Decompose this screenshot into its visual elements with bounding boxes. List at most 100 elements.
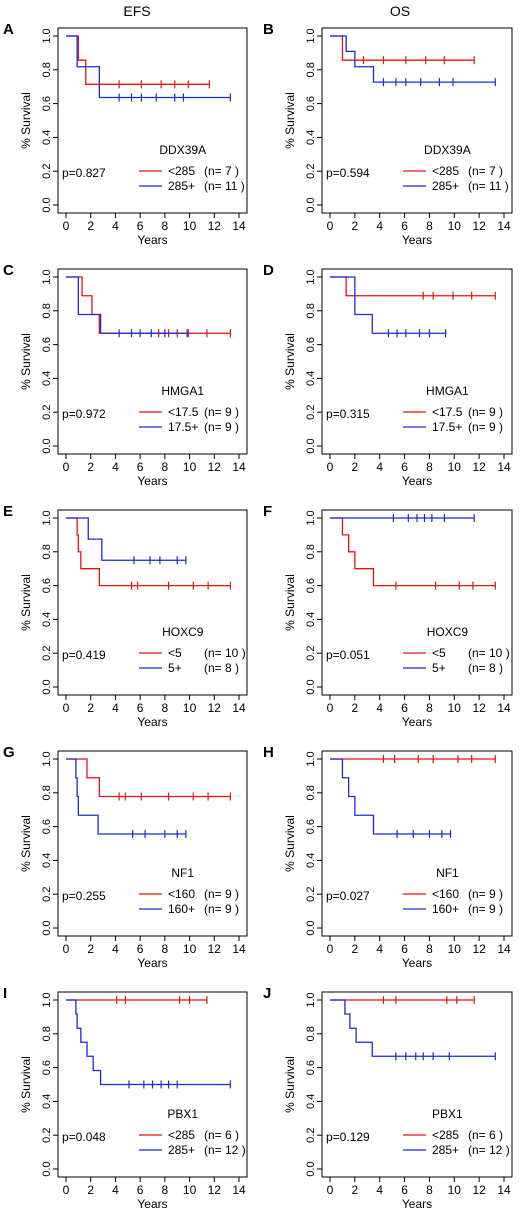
panel-b-legend-high-n: (n= 11 ) xyxy=(468,179,509,193)
panel-d-y-tick-label: 0.4 xyxy=(305,371,317,386)
panel-c-series-low-curve xyxy=(66,276,231,334)
panel-f: F 0 2 4 6 8 10 12 14 Years 0.0 0.2 0.4 0.6 0.8 1.0 % Sur… xyxy=(263,503,513,729)
panel-g-legend-low-name: <160 xyxy=(168,887,195,901)
panel-d-legend-low-n: (n= 9 ) xyxy=(468,405,503,419)
panel-a-gene-label: DDX39A xyxy=(159,143,206,157)
panel-i-y-tick-label: 0.4 xyxy=(41,1094,53,1109)
panel-b-series-low-curve xyxy=(330,35,475,61)
panel-g-letter: G xyxy=(3,744,15,761)
panel-h-x-tick-label: 0 xyxy=(327,942,334,956)
panel-h-y-axis-label: % Survival xyxy=(283,815,297,872)
panel-c-x-tick-label: 12 xyxy=(208,460,222,474)
panel-a-series-high-curve xyxy=(66,35,231,99)
panel-c-legend-high-name: 17.5+ xyxy=(168,420,198,434)
panel-g-legend-low-n: (n= 9 ) xyxy=(204,887,239,901)
panel-j-y-axis-label: % Survival xyxy=(283,1056,297,1113)
panel-a-letter: A xyxy=(3,21,14,38)
panel-c-x-tick-label: 14 xyxy=(232,460,246,474)
panel-j-gene-label: PBX1 xyxy=(432,1107,463,1121)
panel-d-x-tick-label: 10 xyxy=(448,460,462,474)
panel-h-legend-low-n: (n= 9 ) xyxy=(468,887,503,901)
panel-i-y-tick-label: 0.0 xyxy=(41,1161,53,1176)
panel-h-y-tick-label: 0.4 xyxy=(305,853,317,868)
panel-f-y-tick-label: 0.2 xyxy=(305,646,317,661)
panel-b-y-tick-label: 1.0 xyxy=(305,28,317,43)
panel-d-gene-label: HMGA1 xyxy=(426,384,469,398)
panel-j-series-high-curve xyxy=(330,999,496,1057)
panel-b-x-tick-label: 4 xyxy=(376,219,383,233)
panel-j-legend-low-name: <285 xyxy=(432,1128,459,1142)
panel-e-x-axis-label: Years xyxy=(137,715,167,729)
panel-g-legend-high-n: (n= 9 ) xyxy=(204,902,239,916)
panel-h-p-value: p=0.027 xyxy=(326,889,370,903)
panel-b-series-high-curve xyxy=(330,35,496,83)
panel-i-x-tick-label: 10 xyxy=(183,1183,197,1197)
panel-e-x-tick-label: 4 xyxy=(112,701,119,715)
panel-d-plot-frame xyxy=(321,268,513,455)
panel-j-y-tick-label: 0.0 xyxy=(305,1161,317,1176)
panel-b-x-tick-label: 6 xyxy=(401,219,408,233)
panel-b-x-tick-label: 8 xyxy=(426,219,433,233)
panel-j-y-tick-label: 0.2 xyxy=(305,1128,317,1143)
panel-b-legend-low-name: <285 xyxy=(432,164,459,178)
panel-f-y-axis-label: % Survival xyxy=(283,574,297,631)
panel-j-legend-low-n: (n= 6 ) xyxy=(468,1128,503,1142)
panel-g-y-tick-label: 1.0 xyxy=(41,751,53,766)
panel-h-y-tick-label: 0.2 xyxy=(305,887,317,902)
panel-e: E 0 2 4 6 8 10 12 14 Years 0.0 0.2 0.4 0.6 0.8 1.0 % Sur… xyxy=(3,503,248,729)
panel-h-x-tick-label: 10 xyxy=(448,942,462,956)
panel-g-x-tick-label: 0 xyxy=(63,942,70,956)
column-title-efs: EFS xyxy=(123,3,150,19)
panel-g-x-tick-label: 6 xyxy=(137,942,144,956)
panel-d-legend-high-n: (n= 9 ) xyxy=(468,420,503,434)
panel-e-x-tick-label: 14 xyxy=(232,701,246,715)
panel-g-x-tick-label: 12 xyxy=(208,942,222,956)
panel-i-p-value: p=0.048 xyxy=(62,1130,106,1144)
panel-j-y-tick-label: 0.4 xyxy=(305,1094,317,1109)
panel-g-x-tick-label: 8 xyxy=(162,942,169,956)
panel-c-legend-low-n: (n= 9 ) xyxy=(204,405,239,419)
panel-b-y-tick-label: 0.8 xyxy=(305,62,317,77)
panel-f-legend-high-name: 5+ xyxy=(432,661,446,675)
panel-b-gene-label: DDX39A xyxy=(424,143,471,157)
panel-c: C 0 2 4 6 8 10 12 14 Years 0.0 0.2 0.4 0.6 0.8 1.0 % Sur… xyxy=(3,262,248,488)
panel-b-x-axis-label: Years xyxy=(402,233,432,247)
panel-i-y-tick-label: 1.0 xyxy=(41,992,53,1007)
panel-d-x-tick-label: 4 xyxy=(376,460,383,474)
panel-h-x-tick-label: 4 xyxy=(376,942,383,956)
panel-c-p-value: p=0.972 xyxy=(62,407,106,421)
panel-a-y-tick-label: 0.8 xyxy=(41,62,53,77)
panel-b-letter: B xyxy=(263,21,274,38)
panel-h-gene-label: NF1 xyxy=(436,866,459,880)
panel-f-y-tick-label: 0.0 xyxy=(305,679,317,694)
panel-j-plot-frame xyxy=(321,991,513,1178)
panel-e-x-tick-label: 6 xyxy=(137,701,144,715)
panel-j-x-tick-label: 14 xyxy=(497,1183,511,1197)
panel-a-x-tick-label: 4 xyxy=(112,219,119,233)
panel-a-legend-low-n: (n= 7 ) xyxy=(204,164,239,178)
panel-b-legend-low-n: (n= 7 ) xyxy=(468,164,503,178)
panel-i-x-tick-label: 6 xyxy=(137,1183,144,1197)
panel-i-legend-high-n: (n= 12 ) xyxy=(204,1143,246,1157)
panel-c-y-tick-label: 0.4 xyxy=(41,371,53,386)
panel-e-x-tick-label: 12 xyxy=(208,701,222,715)
panel-h-legend-low-name: <160 xyxy=(432,887,459,901)
panel-d-x-tick-label: 6 xyxy=(401,460,408,474)
panel-a-y-tick-label: 0.0 xyxy=(41,197,53,212)
panel-f-x-tick-label: 12 xyxy=(472,701,486,715)
panel-h-y-tick-label: 0.8 xyxy=(305,785,317,800)
panel-c-x-axis-label: Years xyxy=(137,474,167,488)
panel-f-x-tick-label: 6 xyxy=(401,701,408,715)
panel-e-plot-frame xyxy=(57,509,248,696)
panel-e-legend-low-name: <5 xyxy=(168,646,182,660)
panel-f-letter: F xyxy=(263,503,272,520)
panel-g-gene-label: NF1 xyxy=(171,866,194,880)
panel-a-x-tick-label: 10 xyxy=(183,219,197,233)
panel-j-x-axis-label: Years xyxy=(402,1197,432,1211)
panel-j-x-tick-label: 6 xyxy=(401,1183,408,1197)
panel-j-y-tick-label: 0.6 xyxy=(305,1060,317,1075)
panel-i-y-tick-label: 0.6 xyxy=(41,1060,53,1075)
panel-g-x-tick-label: 2 xyxy=(87,942,94,956)
panel-d-letter: D xyxy=(263,262,274,279)
panel-a-y-axis-label: % Survival xyxy=(19,92,33,149)
